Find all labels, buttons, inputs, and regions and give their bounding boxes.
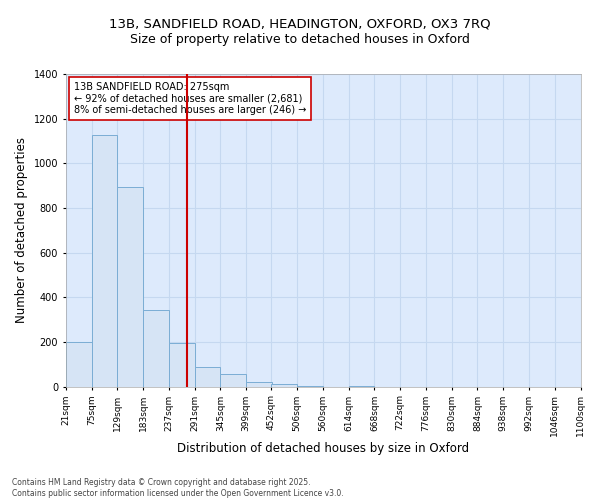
Bar: [118, 187, 143, 386]
Bar: [169, 342, 194, 386]
Text: Contains HM Land Registry data © Crown copyright and database right 2025.
Contai: Contains HM Land Registry data © Crown c…: [12, 478, 344, 498]
Text: 13B SANDFIELD ROAD: 275sqm
← 92% of detached houses are smaller (2,681)
8% of se: 13B SANDFIELD ROAD: 275sqm ← 92% of deta…: [74, 82, 306, 115]
Bar: [92, 136, 118, 386]
Bar: [143, 310, 169, 386]
Bar: [246, 382, 272, 386]
Text: 13B, SANDFIELD ROAD, HEADINGTON, OXFORD, OX3 7RQ: 13B, SANDFIELD ROAD, HEADINGTON, OXFORD,…: [109, 18, 491, 30]
Bar: [271, 384, 297, 386]
Y-axis label: Number of detached properties: Number of detached properties: [15, 138, 28, 324]
Bar: [66, 342, 92, 386]
Text: Size of property relative to detached houses in Oxford: Size of property relative to detached ho…: [130, 32, 470, 46]
Bar: [220, 374, 246, 386]
Bar: [194, 366, 220, 386]
X-axis label: Distribution of detached houses by size in Oxford: Distribution of detached houses by size …: [177, 442, 469, 455]
